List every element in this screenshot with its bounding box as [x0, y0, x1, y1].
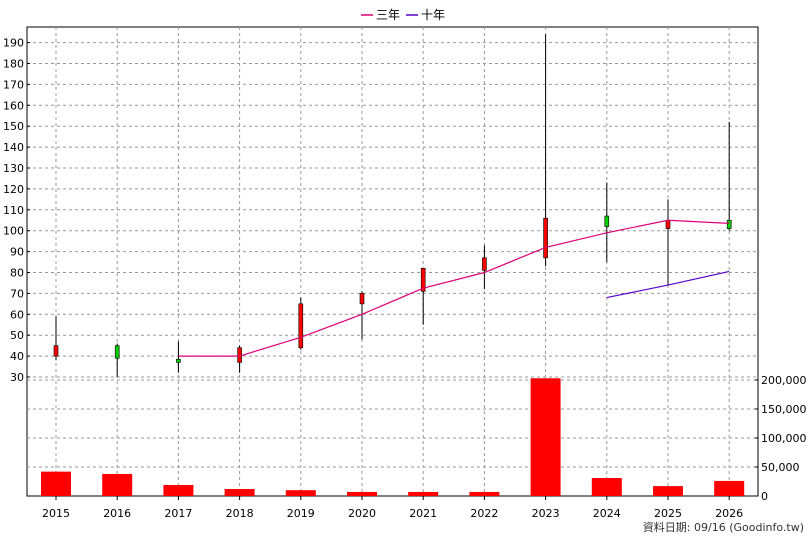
- legend-3yr-label: 三年: [376, 8, 400, 22]
- price-tick-label: 190: [3, 37, 24, 50]
- price-tick-label: 50: [10, 329, 24, 342]
- price-tick-label: 30: [10, 371, 24, 384]
- volume-bar: [714, 480, 745, 496]
- x-tick-label: 2018: [226, 507, 254, 520]
- price-tick-label: 40: [10, 350, 24, 363]
- candle-body: [604, 215, 610, 227]
- volume-tick-label: 200,000: [761, 374, 807, 387]
- volume-bar: [102, 473, 133, 496]
- price-tick-label: 160: [3, 99, 24, 112]
- price-tick-label: 60: [10, 308, 24, 321]
- candle-body: [726, 219, 732, 229]
- price-tick-label: 140: [3, 141, 24, 154]
- series-line: [606, 270, 730, 299]
- axes: 30 40 50 60 70 80 90 100 110 120 130 140 150 160 170 18…: [3, 37, 807, 520]
- volume-bar: [653, 486, 683, 496]
- volume-bar: [224, 489, 255, 496]
- volume-bar: [530, 378, 561, 496]
- x-tick-label: 2020: [348, 507, 376, 520]
- volume-bar: [41, 471, 71, 496]
- volume-tick-label: 100,000: [761, 432, 807, 445]
- price-tick-label: 170: [3, 78, 24, 91]
- price-tick-label: 120: [3, 183, 24, 196]
- x-tick-label: 2025: [654, 507, 682, 520]
- legend: 三年 十年: [361, 8, 445, 22]
- candle-body: [114, 345, 120, 359]
- x-tick-label: 2015: [42, 507, 70, 520]
- x-tick-label: 2024: [593, 507, 621, 520]
- candle-body: [298, 303, 304, 349]
- volume-bar: [408, 491, 439, 496]
- series-line: [178, 219, 730, 357]
- footer-source: 資料日期: 09/16 (Goodinfo.tw): [643, 520, 804, 534]
- volume-bar: [469, 491, 500, 496]
- candle-body: [420, 268, 426, 292]
- x-tick-label: 2019: [287, 507, 315, 520]
- x-tick-label: 2023: [532, 507, 560, 520]
- legend-10yr-label: 十年: [421, 8, 445, 22]
- price-tick-label: 150: [3, 120, 24, 133]
- price-tick-label: 70: [10, 287, 24, 300]
- candles: [53, 34, 732, 377]
- volume-bars: [41, 378, 745, 496]
- price-tick-label: 100: [3, 225, 24, 238]
- volume-tick-label: 0: [761, 490, 768, 503]
- price-tick-label: 180: [3, 58, 24, 71]
- x-tick-label: 2021: [409, 507, 437, 520]
- price-tick-label: 80: [10, 267, 24, 280]
- volume-tick-label: 50,000: [761, 461, 800, 474]
- candle-body: [53, 345, 59, 357]
- x-tick-label: 2017: [164, 507, 192, 520]
- volume-bar: [347, 491, 377, 496]
- candle-body: [176, 358, 181, 363]
- x-tick-label: 2022: [470, 507, 498, 520]
- average-lines: [178, 219, 730, 357]
- candle-body: [359, 293, 365, 305]
- price-tick-label: 90: [10, 246, 24, 259]
- volume-bar: [285, 490, 316, 496]
- candle-body: [543, 217, 548, 259]
- volume-bar: [591, 478, 622, 496]
- volume-bar: [163, 484, 194, 496]
- plot-frame: [26, 26, 759, 497]
- price-tick-label: 130: [3, 162, 24, 175]
- candle-body: [665, 219, 671, 229]
- candle-body: [482, 257, 487, 271]
- volume-tick-label: 150,000: [761, 403, 807, 416]
- x-tick-label: 2016: [103, 507, 131, 520]
- price-tick-label: 110: [3, 204, 24, 217]
- x-tick-label: 2026: [715, 507, 743, 520]
